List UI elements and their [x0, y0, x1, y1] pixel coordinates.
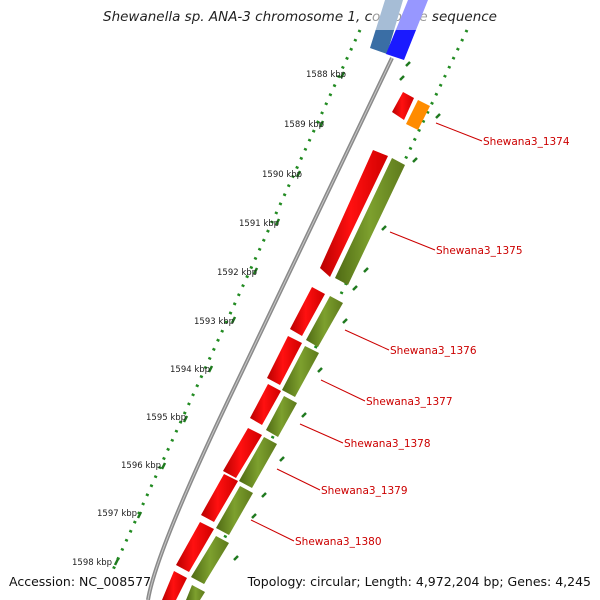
cds-arrow-olive-1375	[335, 158, 405, 285]
gene-label-1379[interactable]: Shewana3_1379	[276, 468, 408, 497]
cds-arrow-olive-1380	[216, 486, 253, 535]
outer-gene-ticks	[233, 61, 441, 561]
cds-arrow-red-1381	[162, 571, 187, 600]
tick-1597: 1597 kbp	[97, 509, 143, 519]
tick-1593: 1593 kbp	[194, 316, 237, 327]
backbone-ring-highlight	[147, 57, 393, 600]
topology-text: Topology: circular; Length: 4,972,204 bp…	[247, 574, 591, 589]
tick-1592: 1592 kbp	[217, 267, 259, 278]
tick-label-1589: 1589 kbp	[284, 120, 324, 130]
tick-1594: 1594 kbp	[170, 365, 214, 375]
cds-arrow-orange-1374	[406, 100, 430, 130]
tick-label-1588: 1588 kbp	[306, 70, 346, 80]
tick-1598: 1598 kbp	[72, 558, 120, 568]
gene-label-text: Shewana3_1380	[295, 536, 382, 548]
tick-1589: 1589 kbp	[284, 120, 325, 130]
cds-arrow-olive-1377	[282, 346, 319, 397]
gene-label-text: Shewana3_1374	[483, 136, 570, 148]
cds-arrow-red-1378b	[223, 428, 262, 478]
cds-arrow-red-1374a	[392, 92, 414, 120]
cds-arrow-red-1379	[201, 474, 238, 522]
cds-arrow-olive-1381	[191, 536, 229, 584]
gene-label-text: Shewana3_1379	[321, 485, 408, 497]
tick-1591: 1591 kbp	[239, 218, 281, 229]
tick-1595: 1595 kbp	[146, 413, 189, 423]
gene-label-1375[interactable]: Shewana3_1375	[389, 231, 523, 257]
tick-1590: 1590 kbp	[262, 170, 302, 180]
cds-arrow-red-1380	[176, 522, 214, 572]
gene-label-1376[interactable]: Shewana3_1376	[344, 329, 477, 357]
gene-label-text: Shewana3_1377	[366, 396, 453, 408]
gene-label-text: Shewana3_1375	[436, 245, 523, 257]
cds-arrow-red-1375	[320, 150, 388, 277]
gene-label-text: Shewana3_1378	[344, 438, 431, 450]
tick-1596: 1596 kbp	[121, 461, 167, 471]
gene-label-1378[interactable]: Shewana3_1378	[299, 423, 431, 450]
tick-label-1592: 1592 kbp	[217, 268, 257, 278]
cds-arrow-olive-1378	[266, 396, 297, 437]
tick-label-1596: 1596 kbp	[121, 461, 161, 471]
tick-label-1591: 1591 kbp	[239, 219, 279, 229]
gene-label-1377[interactable]: Shewana3_1377	[320, 379, 453, 408]
cds-arrow-olive-1379	[239, 437, 277, 488]
tick-label-1590: 1590 kbp	[262, 170, 302, 180]
accession-text: Accession: NC_008577	[9, 574, 152, 589]
gene-label-text: Shewana3_1376	[390, 345, 477, 357]
tick-label-1598: 1598 kbp	[72, 558, 112, 568]
gene-label-1374[interactable]: Shewana3_1374	[435, 122, 570, 148]
cds-arrow-olive-1376	[306, 296, 343, 347]
cds-arrow-red-1377	[267, 336, 302, 385]
cds-arrow-olive-1382	[186, 585, 205, 600]
tick-label-1593: 1593 kbp	[194, 317, 234, 327]
tick-label-1595: 1595 kbp	[146, 413, 186, 423]
cds-arrow-red-1378a	[250, 384, 281, 425]
tick-label-1597: 1597 kbp	[97, 509, 137, 519]
gene-label-1380[interactable]: Shewana3_1380	[250, 519, 382, 548]
tick-1588: 1588 kbp	[306, 70, 346, 80]
tick-label-1594: 1594 kbp	[170, 365, 210, 375]
cds-arrow-red-1376	[290, 287, 325, 336]
